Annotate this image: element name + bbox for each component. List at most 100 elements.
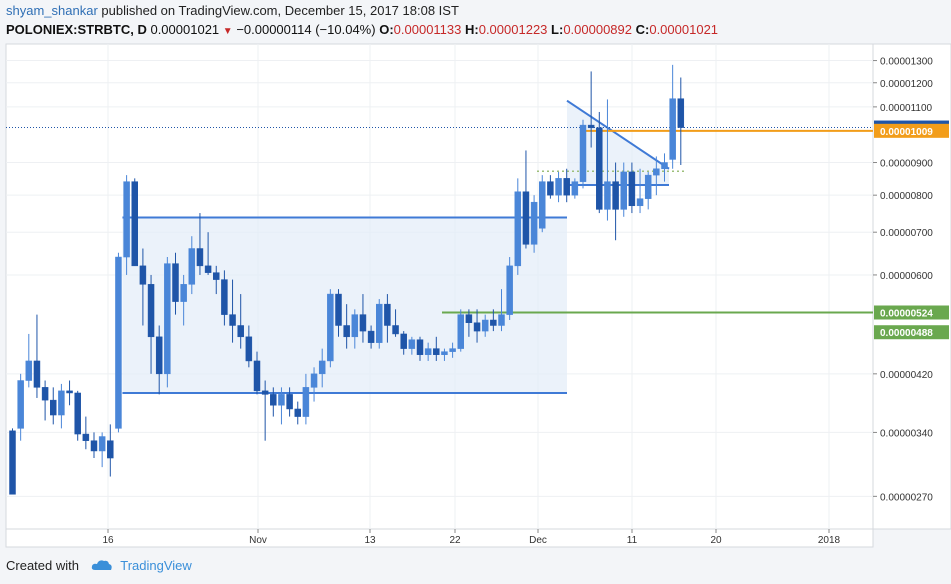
candle-body <box>107 440 114 459</box>
high-value: 0.00001223 <box>478 22 548 37</box>
y-tick-label: 0.00000900 <box>880 159 933 170</box>
price-label-box <box>874 123 949 138</box>
candle-body <box>384 303 391 326</box>
candle-body <box>457 314 464 349</box>
y-tick-label: 0.00000340 <box>880 428 933 439</box>
x-tick-label: 16 <box>102 535 114 546</box>
candle-body <box>172 263 179 302</box>
candle-body <box>302 387 310 417</box>
close-label: C: <box>635 22 650 37</box>
candle-body <box>335 293 342 326</box>
candle-body <box>237 325 244 338</box>
candle-body <box>433 348 440 355</box>
y-tick-label: 0.00000700 <box>880 228 933 239</box>
y-tick-label: 0.00001100 <box>880 103 933 114</box>
candle-body <box>58 390 65 416</box>
candle-body <box>294 408 301 417</box>
open-value: 0.00001133 <box>393 22 462 37</box>
author-link[interactable]: shyam_shankar <box>6 3 98 18</box>
candle-body <box>490 319 497 326</box>
price-label-text: 0.00000524 <box>880 308 933 319</box>
candle-body <box>131 181 138 267</box>
candle-body <box>188 248 196 285</box>
time-axis <box>5 528 874 548</box>
candle-body <box>539 181 546 229</box>
candle-body <box>17 380 24 429</box>
candle-body <box>628 171 636 207</box>
price-label-text: 0.00000488 <box>880 328 933 339</box>
candle-body <box>115 256 122 429</box>
candle-body <box>327 293 334 362</box>
price-label-box <box>874 325 949 340</box>
candle-body <box>424 348 432 355</box>
candle-body <box>669 98 676 160</box>
candle-body <box>270 394 277 406</box>
candle-body <box>50 399 57 416</box>
candle-body <box>359 314 367 332</box>
candle-body <box>286 394 293 410</box>
close-value: 0.00001021 <box>649 22 719 37</box>
candle-body <box>41 387 49 401</box>
candle-body <box>261 390 269 395</box>
low-value: 0.00000892 <box>563 22 632 37</box>
candle-body <box>367 330 375 343</box>
footer: Created with TradingView <box>6 558 192 574</box>
tradingview-brand-link[interactable]: TradingView <box>120 558 192 573</box>
candle-body <box>465 314 473 323</box>
candle-body <box>253 360 261 392</box>
candle-body <box>204 265 212 273</box>
high-label: H: <box>465 22 479 37</box>
candle-body <box>604 181 611 210</box>
candle-body <box>229 314 236 326</box>
down-triangle-icon: ▼ <box>222 26 233 37</box>
candle-body <box>98 436 106 452</box>
candle-body <box>481 319 489 332</box>
candle-body <box>245 336 253 362</box>
candle-body <box>596 127 603 210</box>
price-change: −0.00000114 (−10.04%) <box>236 22 376 37</box>
candle-body <box>74 392 81 435</box>
candle-body <box>612 181 619 210</box>
candle-body <box>221 279 228 315</box>
candle-body <box>661 162 668 169</box>
candle-body <box>9 430 16 495</box>
candle-body <box>563 178 570 196</box>
candle-body <box>155 336 163 375</box>
open-label: O: <box>379 22 394 37</box>
symbol-name[interactable]: POLONIEX:STRBTC, D <box>6 22 147 37</box>
y-tick-label: 0.00000270 <box>880 492 933 503</box>
candle-body <box>123 181 130 258</box>
candle-body <box>147 284 155 338</box>
candle-body <box>449 348 456 352</box>
candle-body <box>25 360 33 381</box>
y-tick-label: 0.00000800 <box>880 191 933 202</box>
price-axis <box>872 43 951 530</box>
tradingview-cloud-icon <box>91 559 113 574</box>
y-tick-label: 0.00000420 <box>880 370 933 381</box>
x-tick-label: 11 <box>627 535 638 546</box>
candle-body <box>547 181 554 196</box>
candle-body <box>530 201 538 245</box>
candle-body <box>164 263 171 375</box>
y-tick-label: 0.00001200 <box>880 79 933 90</box>
candle-body <box>441 351 448 355</box>
candle-body <box>180 284 187 302</box>
candle-body <box>376 303 383 343</box>
candle-body <box>392 325 399 335</box>
candle-body <box>644 174 652 199</box>
low-label: L: <box>551 22 564 37</box>
candle-body <box>33 360 41 388</box>
candle-body <box>522 191 530 245</box>
symbol-bar: POLONIEX:STRBTC, D 0.00001021 ▼ −0.00000… <box>6 22 718 37</box>
consolidation-zone <box>122 217 567 393</box>
candle-body <box>82 433 90 441</box>
candle-body <box>653 168 660 176</box>
candle-body <box>473 322 481 332</box>
candle-body <box>620 171 627 210</box>
candle-body <box>318 360 326 375</box>
candle-body <box>213 272 220 280</box>
x-tick-label: Dec <box>529 535 547 546</box>
candle-body <box>555 178 562 196</box>
price-label-text: 0.00001009 <box>880 127 933 138</box>
